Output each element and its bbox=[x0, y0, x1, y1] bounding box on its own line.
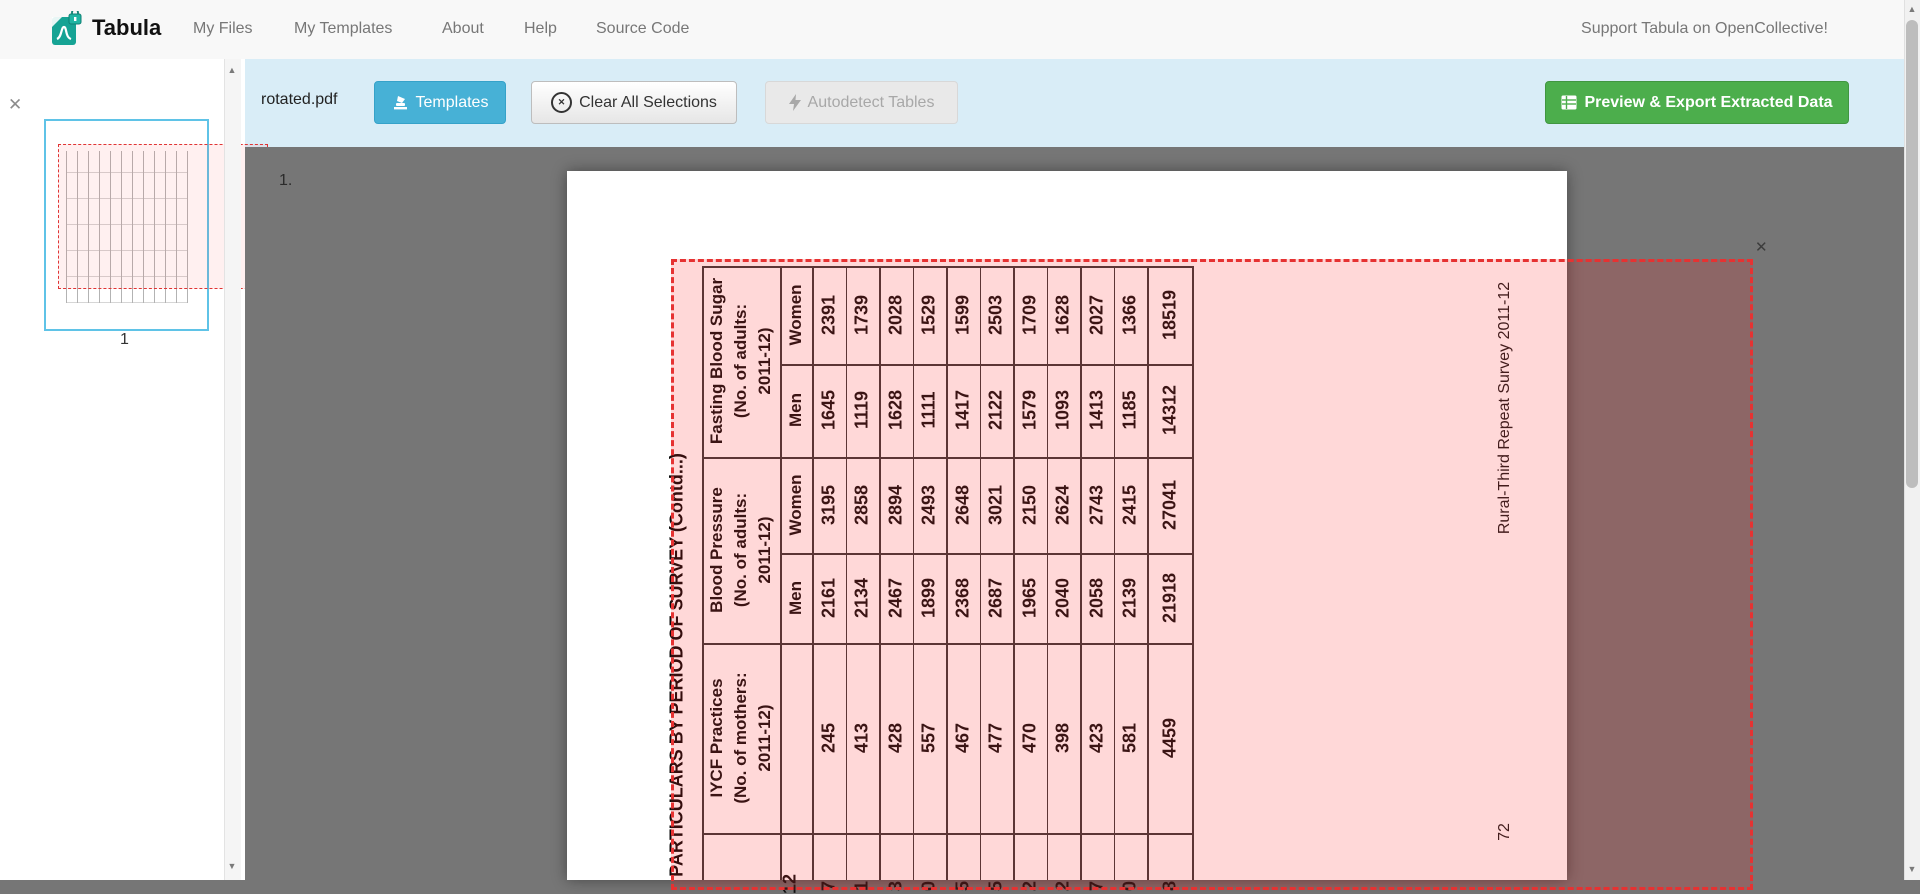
brand-title[interactable]: Tabula bbox=[92, 15, 162, 40]
nav-about[interactable]: About bbox=[442, 20, 484, 37]
table-grid-vline bbox=[1013, 266, 1015, 880]
remove-page-icon[interactable]: ✕ bbox=[8, 95, 23, 114]
tabula-logo[interactable] bbox=[49, 11, 83, 47]
table-icon bbox=[1561, 95, 1577, 110]
table-grid-hline bbox=[702, 833, 1192, 835]
table-grid-vline bbox=[1080, 266, 1082, 880]
clear-icon: ✕ bbox=[551, 92, 573, 113]
stamp-icon bbox=[393, 95, 407, 109]
templates-button[interactable]: Templates bbox=[374, 81, 506, 124]
selection-close-icon[interactable]: ✕ bbox=[1755, 239, 1768, 256]
autodetect-tables-button: Autodetect Tables bbox=[765, 81, 958, 124]
sidebar-scroll-down-icon[interactable]: ▼ bbox=[227, 861, 237, 871]
table-grid-vline bbox=[912, 266, 914, 880]
nav-source-code[interactable]: Source Code bbox=[596, 20, 690, 37]
sidebar-scrollbar[interactable] bbox=[224, 59, 241, 880]
page-scrollbar-thumb[interactable] bbox=[1906, 20, 1918, 488]
page-scroll-up-icon[interactable]: ▲ bbox=[1907, 4, 1917, 14]
thumbnail-table-preview bbox=[66, 151, 188, 303]
table-grid-vline bbox=[946, 266, 948, 880]
autodetect-label: Autodetect Tables bbox=[807, 93, 935, 111]
top-navbar: Tabula My Files My Templates About Help … bbox=[0, 0, 1920, 60]
thumbnail-page-number: 1 bbox=[120, 331, 129, 348]
table-grid-hline bbox=[702, 457, 1192, 459]
lightning-icon bbox=[788, 94, 801, 111]
table-grid-vline bbox=[1147, 266, 1149, 880]
table-grid-vline bbox=[702, 266, 704, 880]
table-grid-vline bbox=[1113, 266, 1115, 880]
templates-label: Templates bbox=[415, 93, 489, 111]
support-link[interactable]: Support Tabula on OpenCollective! bbox=[1581, 20, 1828, 37]
table-grid-vline bbox=[780, 266, 782, 880]
table-grid-vline bbox=[879, 266, 881, 880]
table-grid-hline bbox=[780, 364, 1192, 366]
table-grid-hline bbox=[702, 643, 1192, 645]
table-grid-hline bbox=[780, 553, 1192, 555]
table-grid-vline bbox=[1192, 266, 1194, 880]
clear-all-selections-button[interactable]: ✕ Clear All Selections bbox=[531, 81, 737, 124]
table-grid-vline bbox=[845, 266, 847, 880]
preview-export-button[interactable]: Preview & Export Extracted Data bbox=[1545, 81, 1849, 124]
clear-label: Clear All Selections bbox=[579, 93, 717, 111]
page-thumbnails-sidebar: ✕ 1 ▲ ▼ bbox=[0, 59, 268, 880]
table-grid-vline bbox=[1046, 266, 1048, 880]
sidebar-scroll-up-icon[interactable]: ▲ bbox=[227, 65, 237, 75]
export-label: Preview & Export Extracted Data bbox=[1584, 93, 1833, 111]
nav-my-templates[interactable]: My Templates bbox=[294, 20, 393, 37]
nav-my-files[interactable]: My Files bbox=[193, 20, 253, 37]
table-grid-hline bbox=[702, 266, 1192, 268]
nav-help[interactable]: Help bbox=[524, 20, 557, 37]
selection-box[interactable] bbox=[671, 259, 1753, 890]
table-grid-vline bbox=[812, 266, 814, 880]
table-grid-vline bbox=[979, 266, 981, 880]
page-number-marker: 1. bbox=[279, 172, 293, 189]
pdf-page[interactable]: Fasting Blood Sugar (No. of adults: 2011-1… bbox=[567, 171, 1567, 894]
open-filename: rotated.pdf bbox=[261, 91, 338, 108]
page-scroll-down-icon[interactable]: ▼ bbox=[1907, 864, 1917, 874]
toolbar: rotated.pdf Templates ✕ Clear All Select… bbox=[245, 59, 1904, 147]
page-thumbnail[interactable] bbox=[44, 119, 268, 331]
